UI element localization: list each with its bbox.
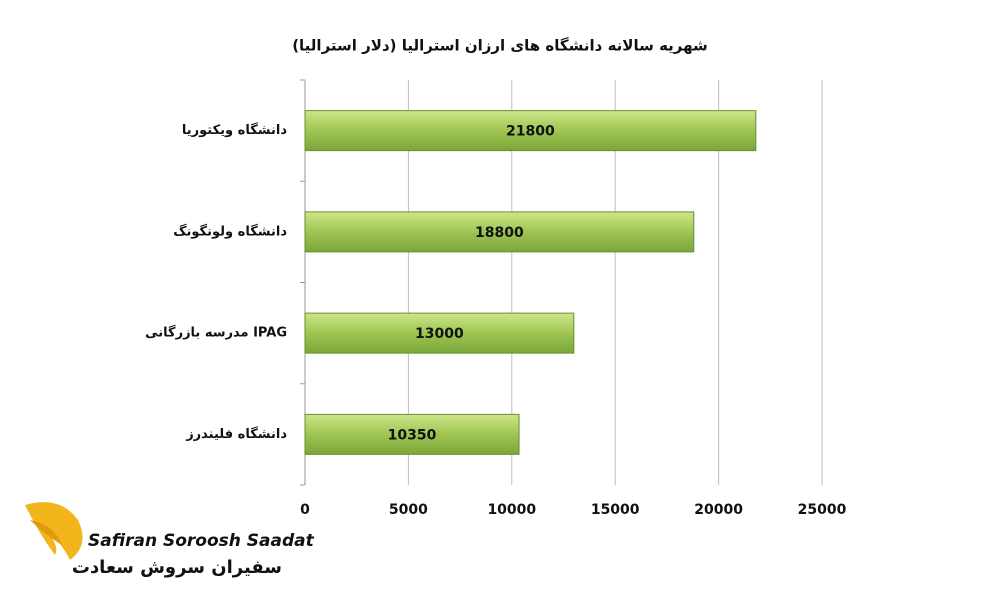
x-tick-label: 25000 bbox=[798, 502, 847, 518]
logo-persian: سفیران سروش سعادت bbox=[72, 557, 282, 578]
bar bbox=[304, 413, 520, 455]
bar bbox=[304, 110, 757, 152]
y-tick-label: دانشگاه ویکتوریا bbox=[182, 122, 287, 138]
x-tick-label: 20000 bbox=[694, 502, 743, 518]
x-tick-label: 10000 bbox=[487, 502, 536, 518]
data-label: 18800 bbox=[475, 225, 524, 241]
x-tick-label: 15000 bbox=[591, 502, 640, 518]
y-tick-label: دانشگاه فلیندرز bbox=[185, 426, 287, 442]
bar bbox=[304, 211, 695, 253]
logo-wing bbox=[30, 520, 62, 545]
x-tick-label: 5000 bbox=[389, 502, 428, 518]
data-label: 13000 bbox=[415, 326, 464, 342]
plot-area: 0 5000 10000 15000 20000 25000 دانشگاه ویکتوری… bbox=[145, 79, 847, 518]
data-label: 10350 bbox=[388, 427, 437, 443]
data-label: 21800 bbox=[506, 124, 555, 140]
logo-latin: Safiran Soroosh Saadat bbox=[88, 531, 315, 551]
logo: Safiran Soroosh Saadat سفیران سروش سعادت bbox=[25, 502, 315, 578]
chart-title: شهریه سالانه دانشگاه های ارزان استرالیا … bbox=[292, 37, 708, 55]
bar bbox=[304, 312, 575, 354]
x-tick-label: 0 bbox=[300, 502, 310, 518]
logo-wing bbox=[25, 502, 83, 560]
y-tick-label: مدرسه بازرگانی IPAG bbox=[145, 325, 287, 341]
y-tick-label: دانشگاه ولونگونگ bbox=[173, 223, 287, 239]
